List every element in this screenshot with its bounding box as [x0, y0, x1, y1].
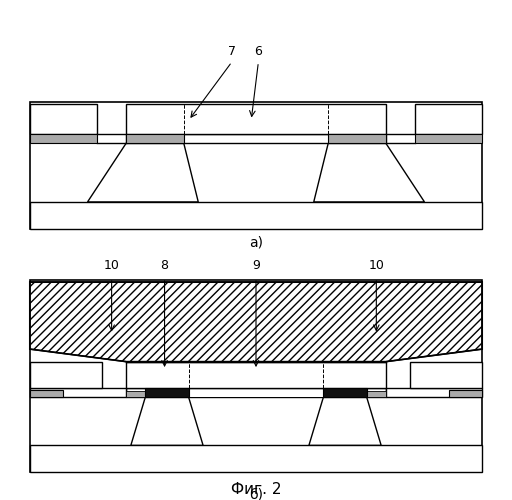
Bar — [126, 104, 386, 134]
Bar — [328, 134, 386, 143]
Bar — [415, 104, 482, 134]
Bar — [126, 390, 145, 397]
Bar — [449, 390, 482, 397]
Bar — [145, 388, 188, 397]
Bar — [126, 362, 386, 388]
Bar — [324, 388, 367, 397]
Bar — [386, 388, 482, 397]
Bar — [30, 102, 482, 229]
Text: 6: 6 — [254, 44, 262, 58]
Polygon shape — [30, 282, 482, 362]
Bar — [188, 390, 324, 397]
Text: б): б) — [249, 487, 263, 500]
Bar — [30, 202, 482, 229]
Text: a): a) — [249, 236, 263, 250]
Bar — [30, 362, 102, 388]
Bar — [30, 388, 126, 397]
Bar — [30, 446, 482, 472]
Text: 9: 9 — [252, 258, 260, 272]
Polygon shape — [309, 397, 381, 446]
Bar — [30, 104, 97, 134]
Polygon shape — [88, 144, 198, 202]
Text: 10: 10 — [368, 258, 385, 272]
Bar — [126, 134, 386, 143]
Text: 7: 7 — [228, 44, 236, 58]
Text: Фиг. 2: Фиг. 2 — [231, 482, 281, 498]
Polygon shape — [131, 397, 203, 446]
Bar — [126, 134, 184, 143]
Bar — [126, 388, 386, 397]
Text: 8: 8 — [161, 258, 168, 272]
Bar — [415, 134, 482, 143]
Bar — [410, 362, 482, 388]
Text: 10: 10 — [103, 258, 120, 272]
Bar — [30, 134, 97, 143]
Bar — [30, 280, 482, 472]
Bar — [30, 390, 63, 397]
Bar — [367, 390, 386, 397]
Polygon shape — [314, 144, 424, 202]
